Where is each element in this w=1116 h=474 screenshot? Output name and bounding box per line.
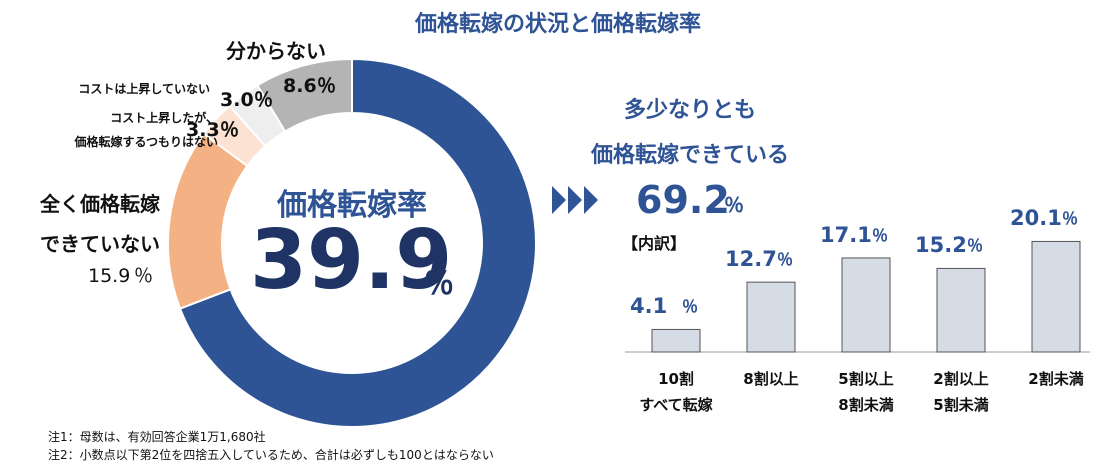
value-label: 15.2 xyxy=(915,233,967,258)
value-label: 20.1 xyxy=(1010,206,1062,231)
bar xyxy=(651,328,701,353)
x-tick-label: 2割以上 5割未満 xyxy=(933,370,989,415)
bar xyxy=(936,267,986,353)
value-label: 4.1 xyxy=(630,294,668,319)
title: 価格転嫁の状況と価格転嫁率 xyxy=(414,12,701,37)
value-unit: ％ xyxy=(777,250,794,270)
category-label: コストは上昇していない xyxy=(78,82,210,96)
category-label: 多少なりとも 価格転嫁できている xyxy=(590,98,789,169)
category-label: 全く価格転嫁 できていない xyxy=(40,192,160,256)
value-unit: ％ xyxy=(134,265,154,287)
value-label: 17.1 xyxy=(820,222,872,247)
note: 注1：母数は、有効回答企業1万1,680社 xyxy=(48,430,266,444)
pie-slice xyxy=(255,57,353,133)
value-unit: ％ xyxy=(1062,209,1079,229)
bar-title: 【内訳】 xyxy=(622,234,687,253)
pie-slice xyxy=(167,132,249,310)
value-label: 8.6 xyxy=(283,75,317,97)
arrow xyxy=(552,186,566,214)
value-unit: ％ xyxy=(682,297,699,317)
value-unit: ％ xyxy=(967,236,984,256)
bar xyxy=(746,281,796,353)
pie-slice xyxy=(178,57,537,428)
value-label: 69.2 xyxy=(636,178,730,222)
x-tick-label: 2割未満 xyxy=(1028,370,1084,388)
value-label: 15.9 xyxy=(88,265,131,287)
category-label: コスト上昇したが、 価格転嫁するつもりはない xyxy=(74,111,218,149)
value-label: 12.7 xyxy=(725,247,777,272)
bar xyxy=(841,257,891,353)
x-tick-label: 10割 すべて転嫁 xyxy=(639,370,713,415)
x-tick-label: 8割以上 xyxy=(743,370,799,388)
arrow xyxy=(584,186,598,214)
center-unit: ％ xyxy=(424,267,454,302)
value-unit: ％ xyxy=(254,89,274,111)
arrow xyxy=(568,186,582,214)
value-unit: ％ xyxy=(724,193,744,217)
note: 注2：小数点以下第2位を四捨五入しているため、合計は必ずしも100とはならない xyxy=(48,448,494,462)
value-unit: ％ xyxy=(220,119,240,141)
value-label: 3.3 xyxy=(186,119,220,141)
value-unit: ％ xyxy=(317,75,337,97)
category-label: 分からない xyxy=(226,39,326,63)
bar xyxy=(1031,240,1081,353)
value-label: 3.0 xyxy=(220,89,254,111)
center-label: 価格転嫁率 xyxy=(277,188,427,223)
center-value: 39.9 xyxy=(250,213,453,308)
value-unit: ％ xyxy=(872,225,889,245)
x-tick-label: 5割以上 8割未満 xyxy=(838,370,894,415)
